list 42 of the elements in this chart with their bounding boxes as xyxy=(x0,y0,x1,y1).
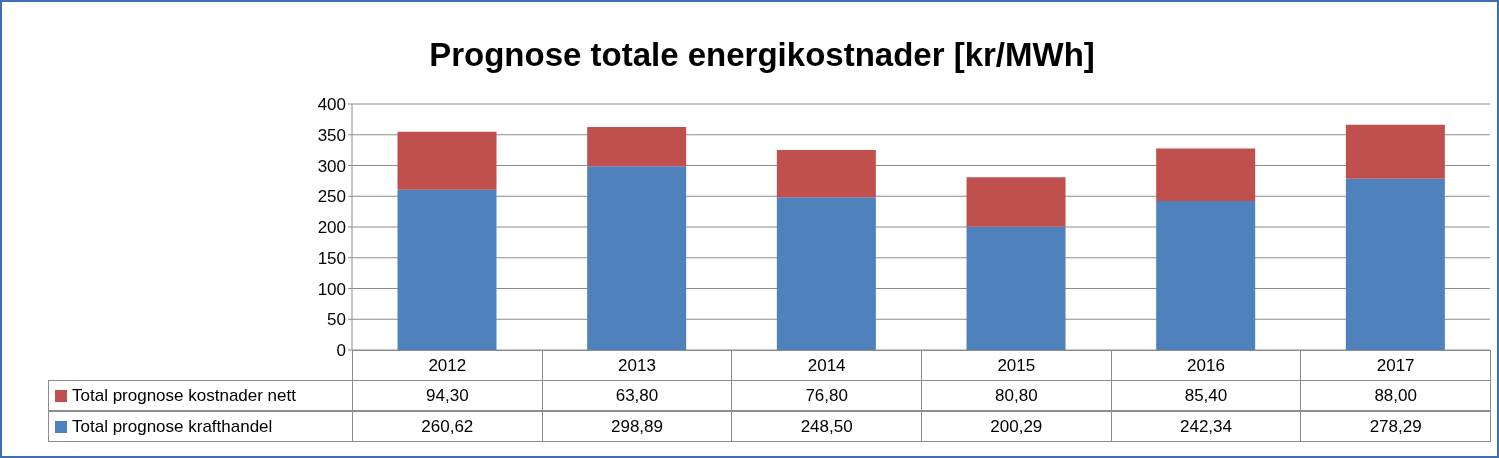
y-tick-label: 200 xyxy=(317,218,346,238)
data-label: 63,80 xyxy=(541,380,733,411)
data-label: 94,30 xyxy=(352,380,543,411)
x-tick-label: 2016 xyxy=(1110,350,1302,381)
bar xyxy=(1345,124,1445,179)
x-tick-label: 2013 xyxy=(541,350,733,381)
data-label: 76,80 xyxy=(731,380,922,411)
data-label: 248,50 xyxy=(731,411,922,442)
y-tick-label: 50 xyxy=(327,310,346,330)
data-label: 242,34 xyxy=(1110,411,1302,442)
x-tick-label: 2017 xyxy=(1300,350,1491,381)
data-label: 298,89 xyxy=(541,411,733,442)
y-tick-label: 300 xyxy=(317,156,346,176)
bar xyxy=(776,197,876,350)
y-tick-label: 150 xyxy=(317,248,346,268)
bar xyxy=(397,131,497,190)
legend-label: Total prognose kostnader nett xyxy=(48,380,353,411)
x-tick-label: 2012 xyxy=(352,350,543,381)
data-label: 88,00 xyxy=(1300,380,1491,411)
legend-label: Total prognose krafthandel xyxy=(48,411,353,442)
bar xyxy=(776,149,876,198)
y-tick-label: 400 xyxy=(317,95,346,115)
data-label: 200,29 xyxy=(921,411,1112,442)
y-tick-label: 250 xyxy=(317,187,346,207)
data-label: 85,40 xyxy=(1110,380,1302,411)
x-tick-label: 2014 xyxy=(731,350,922,381)
chart-title: Prognose totale energikostnader [kr/MWh] xyxy=(428,36,1096,74)
bar xyxy=(1156,148,1256,201)
y-tick-label: 100 xyxy=(317,279,346,299)
bar xyxy=(966,177,1066,227)
bar xyxy=(1345,178,1445,350)
x-tick-label: 2015 xyxy=(921,350,1112,381)
bar xyxy=(587,126,687,167)
bar xyxy=(1156,200,1256,350)
data-label: 278,29 xyxy=(1300,411,1491,442)
data-label: 80,80 xyxy=(921,380,1112,411)
y-tick-label: 350 xyxy=(317,125,346,145)
bar xyxy=(587,166,687,350)
data-label: 260,62 xyxy=(352,411,543,442)
bar xyxy=(966,226,1066,350)
bar xyxy=(397,189,497,350)
y-tick-label: 0 xyxy=(336,341,346,361)
